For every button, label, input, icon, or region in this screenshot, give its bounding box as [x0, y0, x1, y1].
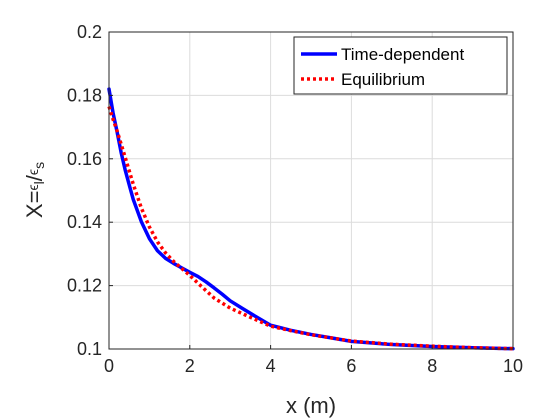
series-line-time-dependent — [107, 87, 515, 351]
y-axis-label-prefix: X= — [22, 191, 47, 219]
x-tick-label: 8 — [427, 356, 437, 376]
legend-label-time-dependent: Time-dependent — [341, 45, 464, 64]
y-tick-label: 0.12 — [67, 276, 102, 296]
x-tick-label: 0 — [104, 356, 114, 376]
x-tick-label: 6 — [346, 356, 356, 376]
y-tick-label: 0.16 — [67, 149, 102, 169]
y-axis-label-denominator: ϵ — [25, 169, 41, 175]
y-axis-label-text: X=ϵl/ϵs — [22, 162, 47, 218]
y-axis-label-numerator-sub: l — [31, 181, 47, 184]
x-tick-label: 4 — [266, 356, 276, 376]
y-axis-label-denominator-sub: s — [31, 162, 47, 169]
y-tick-label: 0.2 — [77, 22, 102, 42]
ticks: 0 2 4 6 8 10 0.1 0.12 0.14 0.16 0.18 0.2 — [67, 22, 523, 376]
y-axis-label-numerator: ϵ — [25, 184, 41, 190]
legend-box — [293, 36, 508, 95]
series-layer — [107, 87, 515, 351]
y-tick-label: 0.18 — [67, 85, 102, 105]
x-tick-label: 10 — [503, 356, 523, 376]
legend: Time-dependent Equilibrium — [293, 36, 508, 95]
y-tick-label: 0.14 — [67, 212, 102, 232]
x-axis-label: x (m) — [286, 393, 336, 418]
grid — [108, 31, 514, 350]
legend-label-equilibrium: Equilibrium — [341, 70, 425, 89]
y-axis-label: X=ϵl/ϵs — [22, 162, 47, 218]
y-axis-label-slash: / — [22, 174, 47, 181]
y-tick-label: 0.1 — [77, 339, 102, 359]
x-tick-label: 2 — [185, 356, 195, 376]
plot-area-border — [108, 31, 514, 350]
